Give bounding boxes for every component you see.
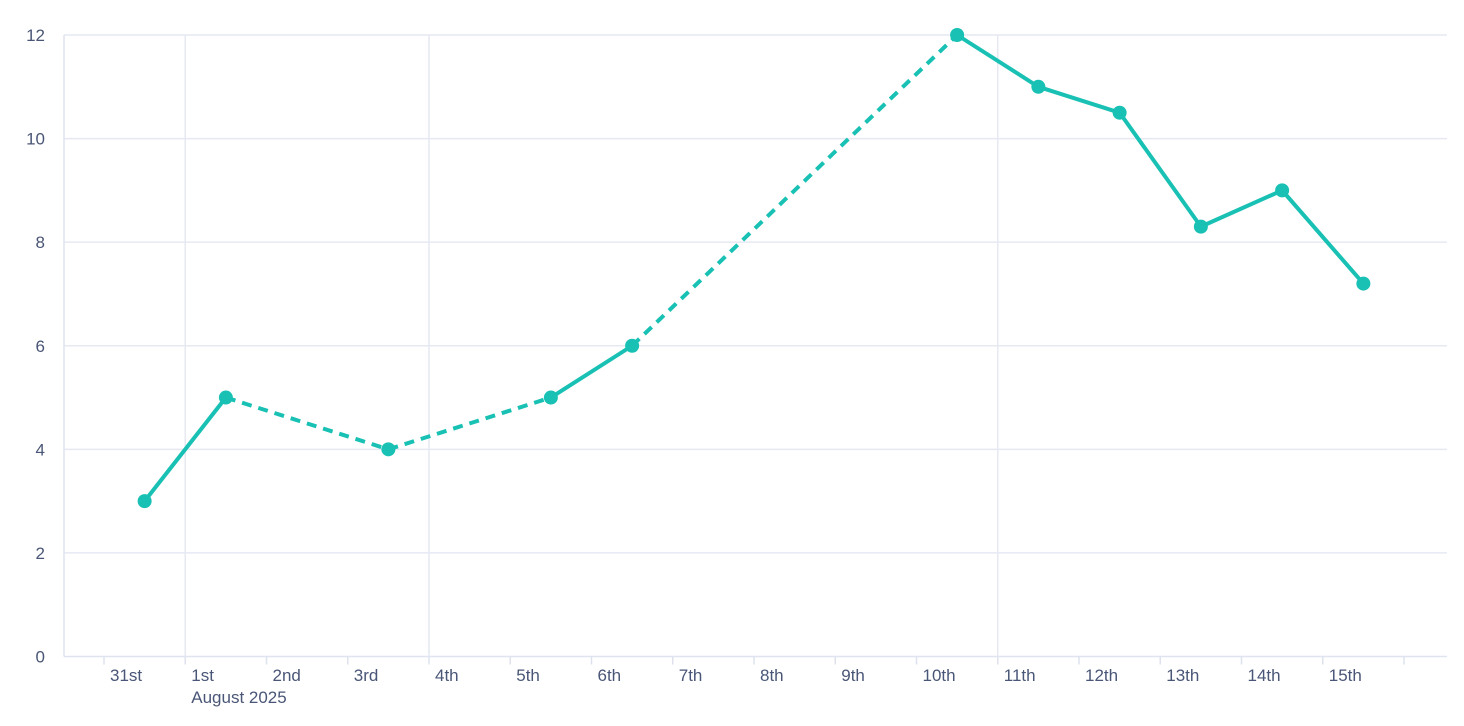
x-axis-label: 11th — [1004, 666, 1036, 685]
x-axis-label: 6th — [598, 666, 622, 685]
data-point[interactable] — [1112, 105, 1127, 120]
x-axis-label: 10th — [923, 666, 956, 685]
series-segment-dashed — [225, 395, 389, 452]
y-axis-label: 6 — [36, 337, 45, 356]
y-axis-label: 10 — [26, 130, 45, 149]
y-axis-label: 8 — [36, 233, 45, 252]
series-segment-solid — [1198, 188, 1285, 229]
data-point[interactable] — [1356, 276, 1371, 291]
data-point[interactable] — [1275, 183, 1290, 198]
data-point[interactable] — [137, 494, 152, 509]
y-axis-label: 12 — [26, 26, 45, 45]
x-axis-label: 8th — [760, 666, 784, 685]
series-segment-dashed — [630, 33, 959, 348]
y-axis-label: 4 — [36, 440, 45, 459]
x-axis-label: 31st — [110, 666, 142, 685]
x-axis-label: 2nd — [273, 666, 301, 685]
x-axis-label: 14th — [1248, 666, 1281, 685]
series-segment-solid — [1036, 84, 1122, 115]
x-axis-label: 1st — [191, 666, 214, 685]
y-axis-label: 0 — [36, 648, 45, 667]
x-axis-label: 5th — [516, 666, 540, 685]
series-segment-solid — [1117, 110, 1203, 229]
data-point[interactable] — [1031, 79, 1046, 94]
series-segment-solid — [142, 395, 228, 504]
series-segment-solid — [955, 33, 1041, 89]
data-point[interactable] — [218, 390, 233, 405]
x-axis-month-label: August 2025 — [191, 688, 286, 707]
data-point[interactable] — [381, 442, 396, 457]
series-segment-solid — [1280, 188, 1366, 286]
y-axis-label: 2 — [36, 544, 45, 563]
data-point[interactable] — [950, 28, 965, 42]
data-point[interactable] — [1193, 219, 1208, 234]
x-axis-label: 7th — [679, 666, 703, 685]
series-segment-dashed — [387, 395, 552, 452]
x-axis-label: 15th — [1329, 666, 1362, 685]
data-point[interactable] — [543, 390, 558, 405]
data-point[interactable] — [625, 338, 640, 353]
series-segment-solid — [548, 343, 635, 400]
x-axis-label: 9th — [841, 666, 865, 685]
x-axis-label: 13th — [1166, 666, 1199, 685]
x-axis-label: 3rd — [354, 666, 379, 685]
x-axis-label: 12th — [1085, 666, 1118, 685]
x-axis-label: 4th — [435, 666, 459, 685]
